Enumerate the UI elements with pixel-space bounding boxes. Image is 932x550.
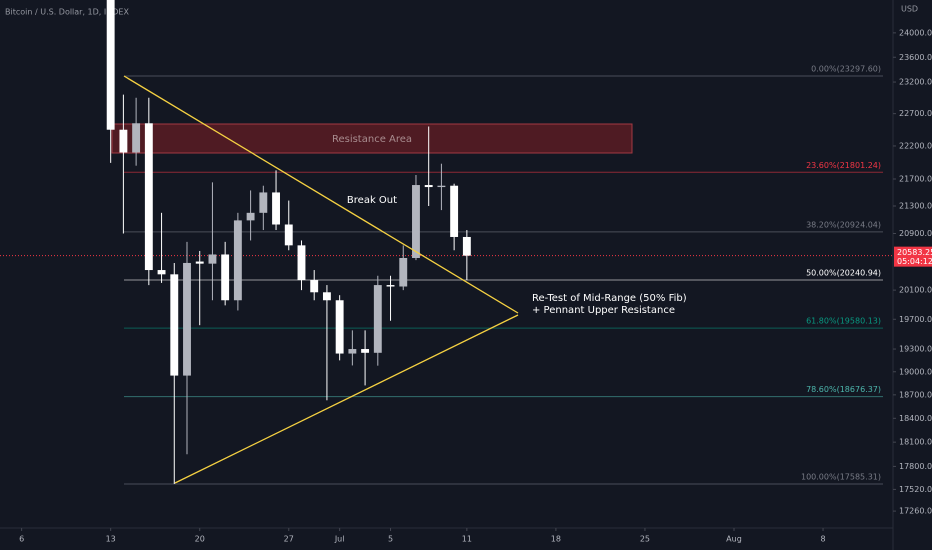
x-tick-label: 8: [820, 535, 825, 544]
candle-body: [221, 254, 230, 301]
y-tick-label: 23200.00: [899, 78, 932, 87]
y-tick-label: 17800.00: [899, 462, 932, 471]
x-tick-label: Jul: [334, 535, 345, 544]
candle-body: [119, 129, 128, 153]
fib-label: 50.00%(20240.94): [806, 268, 881, 277]
y-tick-label: 22700.00: [899, 109, 932, 118]
candle-body: [361, 349, 370, 353]
candle-body: [208, 254, 217, 264]
x-tick-label: 27: [284, 535, 294, 544]
candle-body: [284, 224, 293, 246]
x-tick-label: 25: [640, 535, 650, 544]
candle-body: [450, 185, 459, 237]
candle-body: [310, 280, 319, 293]
y-tick-label: 17520.00: [899, 485, 932, 494]
candle-body: [170, 274, 179, 376]
fib-label: 61.80%(19580.13): [806, 317, 881, 326]
y-tick-label: 21300.00: [899, 201, 932, 210]
fib-label: 100.00%(17585.31): [801, 473, 881, 482]
y-tick-label: 19300.00: [899, 345, 932, 354]
y-tick-label: 22200.00: [899, 141, 932, 150]
y-tick-label: 18100.00: [899, 438, 932, 447]
last-price-box: [894, 246, 932, 267]
y-tick-label: 23600.00: [899, 53, 932, 62]
last-price-label: 20583.25: [897, 248, 932, 257]
candle-body: [272, 192, 280, 225]
x-tick-label: 5: [388, 535, 393, 544]
candle-body: [335, 300, 344, 354]
candle-body: [183, 262, 191, 376]
candle-body: [195, 261, 204, 264]
y-tick-label: 21700.00: [899, 175, 932, 184]
y-tick-label: 20100.00: [899, 286, 932, 295]
candle-body: [144, 123, 153, 271]
candle-body: [259, 192, 268, 213]
candle-body: [106, 0, 115, 130]
candle-body: [157, 270, 166, 275]
fib-label: 23.60%(21801.24): [806, 161, 881, 170]
resistance-label: Resistance Area: [332, 134, 412, 145]
x-tick-label: 13: [106, 535, 116, 544]
candle-body: [348, 349, 357, 354]
candle-body: [386, 285, 395, 287]
fib-label: 38.20%(20924.04): [806, 220, 881, 229]
candle-body: [233, 220, 242, 301]
x-tick-label: 6: [19, 535, 24, 544]
y-tick-label: 18400.00: [899, 414, 932, 423]
candle-body: [462, 236, 471, 256]
retest-label: + Pennant Upper Resistance: [532, 305, 675, 316]
candle-body: [399, 257, 408, 287]
candle-body: [297, 245, 306, 281]
y-tick-label: 20900.00: [899, 229, 932, 238]
candle-body: [322, 292, 331, 301]
candle-body: [424, 185, 433, 188]
candle-body: [132, 123, 141, 153]
fib-label: 78.60%(18676.37): [806, 385, 881, 394]
y-tick-label: 24000.00: [899, 28, 932, 37]
x-tick-label: 11: [462, 535, 472, 544]
candle-body: [246, 212, 255, 221]
candle-body: [412, 185, 420, 258]
y-tick-label: 17260.00: [899, 507, 932, 516]
candle-body: [373, 285, 382, 353]
countdown-label: 05:04:12: [897, 257, 932, 266]
x-tick-label: 20: [195, 535, 205, 544]
retest-label: Re-Test of Mid-Range (50% Fib): [532, 293, 687, 304]
currency-label: USD: [901, 5, 918, 14]
pennant-lower-line: [174, 314, 519, 484]
chart-title: Bitcoin / U.S. Dollar, 1D, INDEX: [5, 8, 129, 17]
x-tick-label: Aug: [726, 535, 742, 544]
breakout-label: Break Out: [347, 195, 397, 206]
pennant-upper-line: [123, 75, 519, 314]
y-tick-label: 19000.00: [899, 367, 932, 376]
fib-label: 0.00%(23297.60): [811, 64, 881, 73]
candle-body: [437, 185, 446, 188]
y-tick-label: 19700.00: [899, 315, 932, 324]
y-tick-label: 18700.00: [899, 390, 932, 399]
resistance-area: [111, 123, 633, 154]
x-tick-label: 18: [551, 535, 561, 544]
